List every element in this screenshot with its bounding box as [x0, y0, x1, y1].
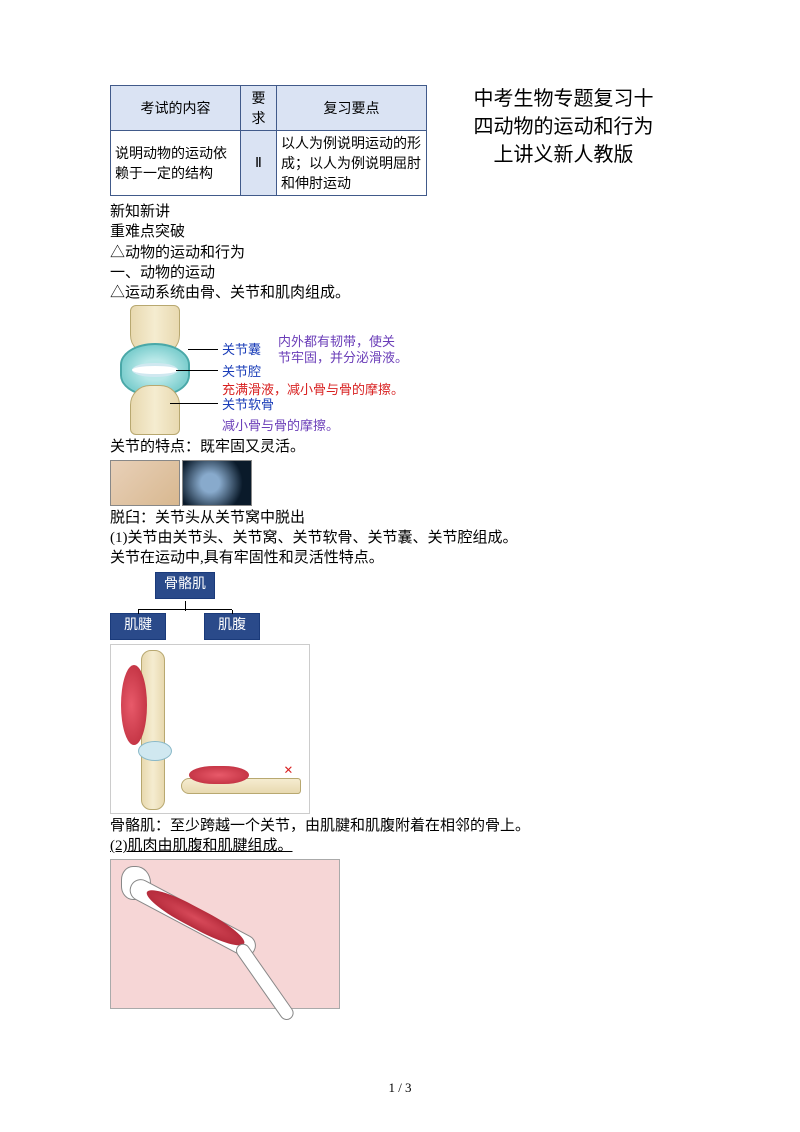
md-side: ×	[181, 760, 301, 800]
title-l2: 四动物的运动和行为	[437, 113, 690, 141]
doc-title: 中考生物专题复习十 四动物的运动和行为 上讲义新人教版	[437, 85, 690, 169]
note-capsule-b: 节牢固，并分泌滑液。	[278, 349, 408, 367]
muscle-composition: (2)肌肉由肌腹和肌腱组成。	[110, 836, 690, 856]
arm-lower-bone	[233, 941, 296, 1023]
label-cartilage: 关节软骨	[222, 396, 274, 414]
side-muscle	[189, 766, 249, 784]
sec-keypoints: 重难点突破	[110, 222, 690, 242]
arm-muscle	[142, 883, 249, 952]
arm-diagram	[110, 859, 340, 1009]
hierarchy-diagram: 骨骼肌 肌腱 肌腹	[110, 572, 260, 640]
content-body: 新知新讲 重难点突破 △动物的运动和行为 一、动物的运动 △运动系统由骨、关节和…	[110, 202, 690, 1009]
lead-line	[188, 349, 218, 350]
hbox-right: 肌腹	[204, 613, 260, 640]
td-req: Ⅱ	[241, 131, 277, 196]
bone-bottom	[130, 385, 180, 435]
note-capsule-a: 内外都有韧带，使关	[278, 333, 395, 351]
lead-line	[170, 403, 218, 404]
skeletal-muscle: 骨骼肌：至少跨越一个关节，由肌腱和肌腹附着在相邻的骨上。	[110, 816, 690, 836]
joint-diagram: 关节囊 内外都有韧带，使关 节牢固，并分泌滑液。 关节腔 充满滑液，减小骨与骨的…	[110, 305, 430, 435]
exam-table: 考试的内容 要求 复习要点 说明动物的运动依赖于一定的结构 Ⅱ 以人为例说明运动…	[110, 85, 427, 196]
thumb-row	[110, 460, 690, 506]
th-content: 考试的内容	[111, 86, 241, 131]
header-row: 考试的内容 要求 复习要点 说明动物的运动依赖于一定的结构 Ⅱ 以人为例说明运动…	[110, 85, 690, 196]
sec-one: 一、动物的运动	[110, 263, 690, 283]
joint-composition: (1)关节由关节头、关节窝、关节软骨、关节囊、关节腔组成。	[110, 528, 690, 548]
md-muscle	[121, 665, 147, 745]
th-points: 复习要点	[277, 86, 427, 131]
sec-topic: △动物的运动和行为	[110, 243, 690, 263]
td-points: 以人为例说明运动的形成；以人为例说明屈肘和伸肘运动	[277, 131, 427, 196]
lead-line	[176, 370, 218, 371]
title-l1: 中考生物专题复习十	[437, 85, 690, 113]
hbox-left: 肌腱	[110, 613, 166, 640]
title-l3: 上讲义新人教版	[437, 141, 690, 169]
hbox-top: 骨骼肌	[155, 572, 215, 599]
dislocation: 脱臼：关节头从关节窝中脱出	[110, 508, 690, 528]
muscle-diagram: ×	[110, 644, 310, 814]
sec-system: △运动系统由骨、关节和肌肉组成。	[110, 283, 690, 303]
cross-icon: ×	[284, 760, 293, 782]
label-cavity: 关节腔	[222, 363, 261, 381]
th-req: 要求	[241, 86, 277, 131]
sec-newknow: 新知新讲	[110, 202, 690, 222]
td-content: 说明动物的运动依赖于一定的结构	[111, 131, 241, 196]
md-bone	[141, 650, 165, 810]
joint-feature: 关节的特点：既牢固又灵活。	[110, 437, 690, 457]
label-capsule: 关节囊	[222, 341, 261, 359]
page-number: 1 / 3	[0, 1080, 800, 1096]
thumb-xray	[182, 460, 252, 506]
joint-property: 关节在运动中,具有牢固性和灵活性特点。	[110, 548, 690, 568]
note-cartilage: 减小骨与骨的摩擦。	[222, 417, 339, 435]
thumb-photo	[110, 460, 180, 506]
